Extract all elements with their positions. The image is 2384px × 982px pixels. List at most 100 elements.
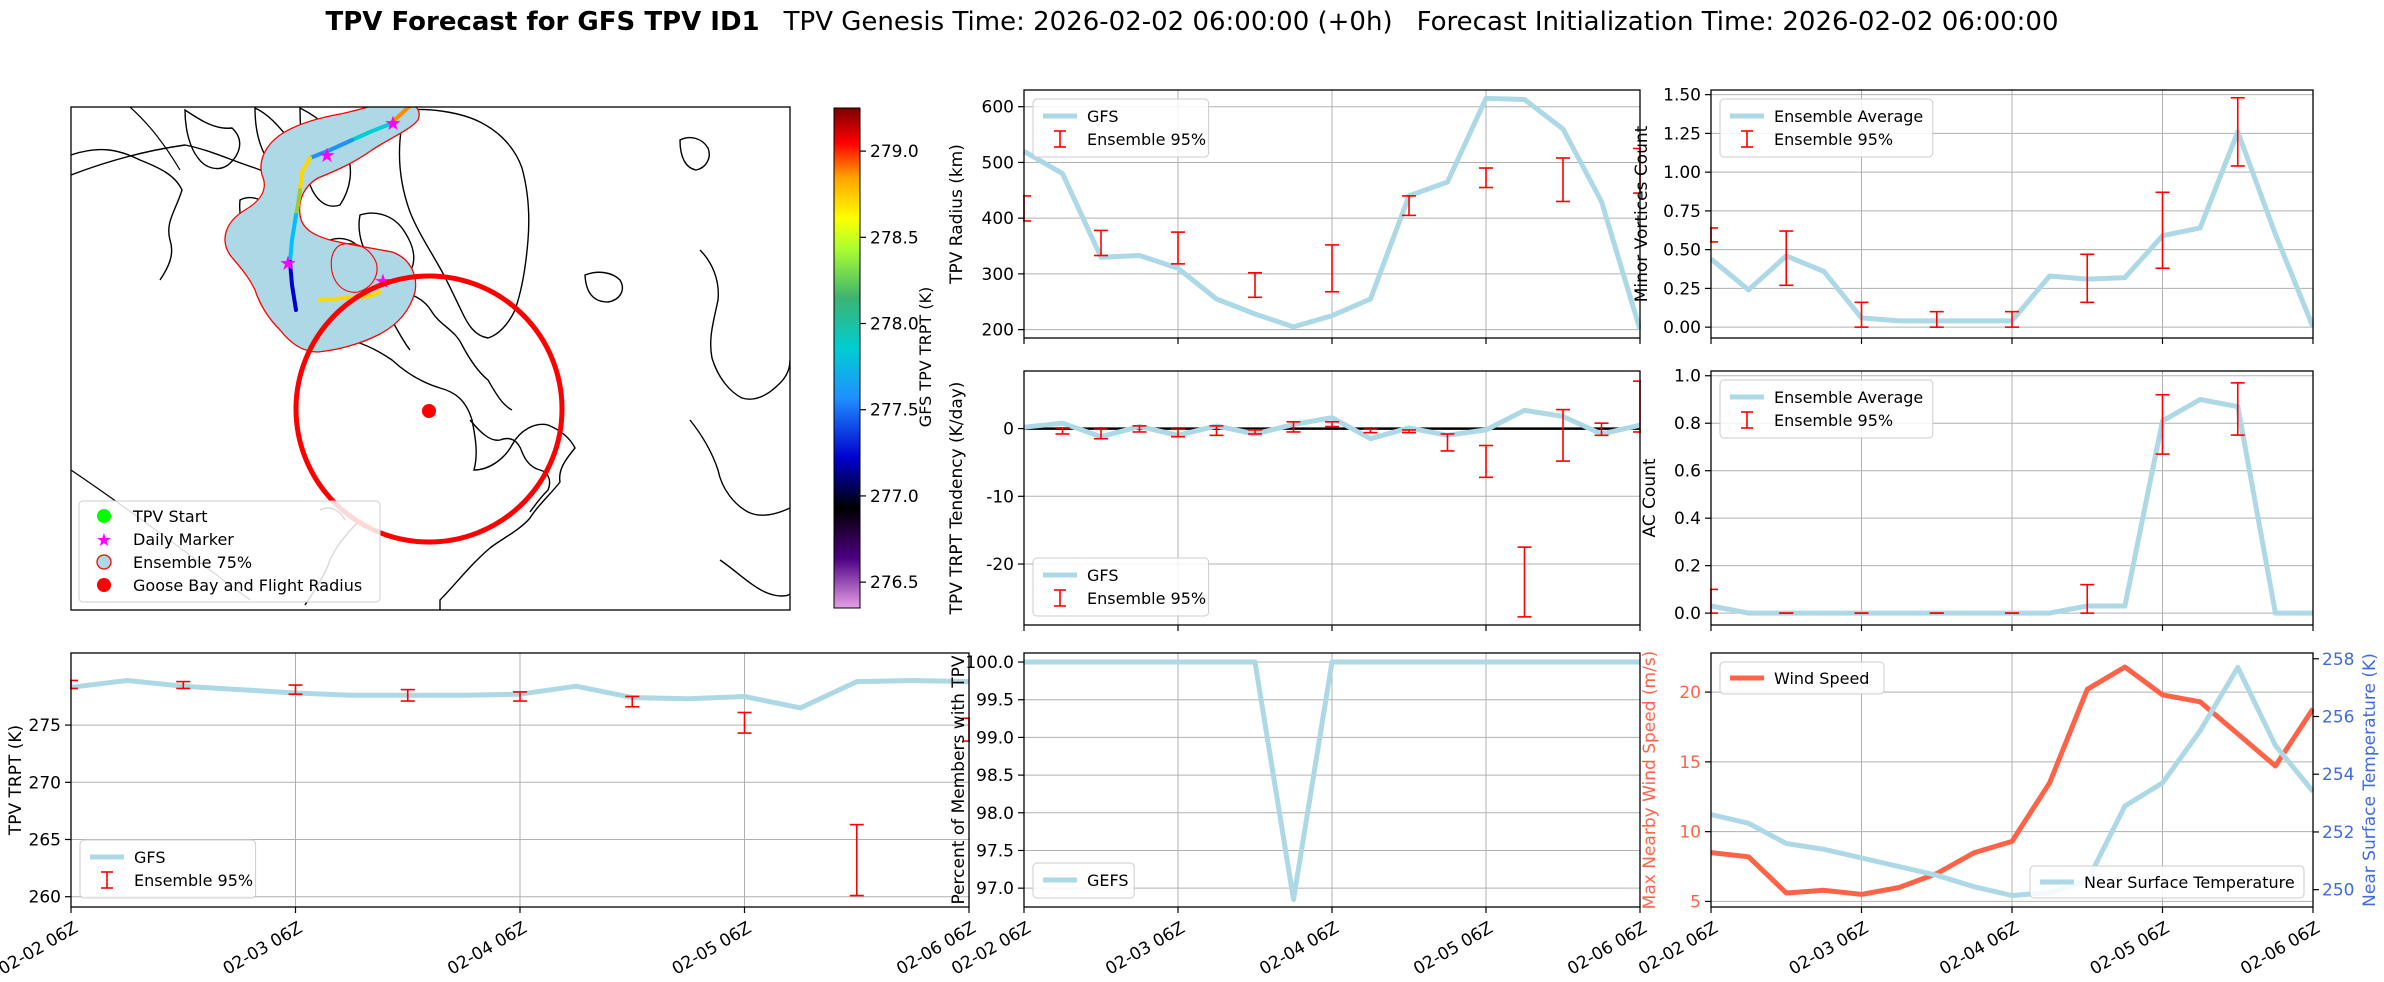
minor-ensemble-bar <box>1854 301 1869 328</box>
wind-legend-right: Near Surface Temperature <box>2029 865 2305 899</box>
daily-marker-2: ★ <box>318 143 336 167</box>
wind-legend-temp-label: Near Surface Temperature <box>2084 873 2295 892</box>
wind-ylabel-right: Near Surface Temperature (K) <box>2360 653 2380 907</box>
tendency-ylabel: TPV TRPT Tendency (K/day) <box>947 382 967 616</box>
wind-ytick-right-label: 258 <box>2322 650 2354 670</box>
trpt-plot-area <box>70 678 970 897</box>
wind-ytick-label: 15 <box>1679 753 1701 773</box>
legend-daily-marker-label: Daily Marker <box>133 530 234 549</box>
trpt-ensemble-bar <box>625 695 640 708</box>
wind-legend-left-box <box>1719 661 1885 695</box>
track-seg-7 <box>288 260 298 312</box>
radius-ytick-label: 300 <box>982 265 1014 285</box>
colorbar-tick-label: 277.0 <box>870 487 919 507</box>
minor-legend-label: Ensemble Average <box>1774 107 1923 126</box>
track-seg-2 <box>350 122 392 142</box>
radius-ytick-label: 200 <box>982 321 1014 341</box>
radius-ensemble-bar <box>1402 195 1416 217</box>
tendency-ensemble-bar <box>1209 425 1224 437</box>
goose-bay-radius <box>293 273 565 545</box>
minor-ytick-label: 0.25 <box>1663 279 1701 299</box>
coastline-east <box>469 419 551 513</box>
members-legend-box <box>1032 862 1135 899</box>
minor-ensemble-bar <box>2155 191 2170 270</box>
minor-legend: Ensemble Average Ensemble 95% <box>1719 98 1934 158</box>
minor-ytick-label: 1.50 <box>1663 86 1701 106</box>
tpv-track <box>288 107 412 312</box>
wind-xtick-label: 02-03 06Z <box>1786 918 1872 979</box>
radius-ensemble-bar <box>1171 231 1185 265</box>
tendency-ensemble-bar <box>1171 428 1185 438</box>
trpt-ensemble-bar <box>288 684 303 695</box>
goose-bay-point <box>422 404 436 418</box>
colorbar-ticks: 276.5 277.0 277.5 278.0 278.5 279.0 <box>860 142 919 593</box>
track-seg-6 <box>288 213 298 264</box>
ac-ytick-label: 0.2 <box>1674 557 1701 577</box>
wind-ytick-label: 10 <box>1679 823 1701 843</box>
radius-ensemble-bar <box>1325 244 1339 293</box>
tendency-series-gfs <box>1023 407 1641 442</box>
trpt-ensemble-bar <box>176 680 191 690</box>
tendency-legend: GFS Ensemble 95% <box>1032 557 1210 617</box>
members-xtick-label: 02-03 06Z <box>1102 918 1188 979</box>
ac-plot-area <box>1710 382 2314 616</box>
wind-ylabel: Max Nearby Wind Speed (m/s) <box>1640 651 1660 910</box>
wind-ytick-right-label: 254 <box>2322 765 2354 785</box>
daily-marker-1: ★ <box>384 111 402 135</box>
wind-xtick-label: 02-04 06Z <box>1936 918 2022 979</box>
chart-tpv-radius: 200 300 400 500 600 TPV Radius (km) GFS Ensembl… <box>947 89 1641 344</box>
chart-ac-count: 0.0 0.2 0.4 0.6 0.8 1.0 AC Count Ensemble Avera… <box>1640 367 2314 631</box>
colorbar-gradient <box>833 107 861 609</box>
track-seg-3 <box>308 138 354 160</box>
radius-legend-label: GFS <box>1087 107 1118 126</box>
wind-xtick-label: 02-02 06Z <box>1635 918 1721 979</box>
ac-ytick-label: 0.0 <box>1674 604 1701 624</box>
tendency-ensemble-bar <box>1286 420 1301 433</box>
map-panel: ★ ★ ★ ★ TPV Start ★ Daily Marker Ensembl… <box>70 106 935 611</box>
radius-ytick-label: 600 <box>982 98 1014 118</box>
members-xtick-label: 02-04 06Z <box>1256 918 1342 979</box>
ac-legend-label: Ensemble 95% <box>1774 411 1893 430</box>
tendency-ensemble-bar <box>1094 428 1108 440</box>
minor-ensemble-bar <box>1779 230 1794 287</box>
wind-ytick-right-label: 256 <box>2322 708 2354 728</box>
radius-ytick-label: 400 <box>982 209 1014 229</box>
trpt-xtick-label: 02-05 06Z <box>669 918 755 979</box>
tendency-legend-label: GFS <box>1087 566 1118 585</box>
ac-ensemble-bar <box>2230 382 2245 436</box>
radius-legend: GFS Ensemble 95% <box>1032 98 1210 158</box>
radius-ensemble-bar <box>1248 271 1262 299</box>
radius-ensemble-bar <box>1094 229 1108 257</box>
trpt-ylabel: TPV TRPT (K) <box>6 725 26 836</box>
wind-xtick-label: 02-05 06Z <box>2087 918 2173 979</box>
coastline-greenland <box>398 108 530 339</box>
colorbar: 276.5 277.0 277.5 278.0 278.5 279.0 GFS TPV T… <box>833 107 935 609</box>
members-legend-label: GEFS <box>1087 871 1129 890</box>
chart-trpt-tendency: -20 -10 0 TPV TRPT Tendency (K/day) GFS Ensem… <box>947 370 1641 631</box>
daily-marker-3: ★ <box>279 251 297 275</box>
colorbar-tick-label: 278.5 <box>870 228 919 248</box>
chart-wind-temperature: 5 10 15 20 250 252 254 256 258 Near Surface Tempe… <box>1635 650 2380 980</box>
coastline-arctic-islands-1 <box>184 108 241 170</box>
minor-ensemble-bar <box>2080 253 2095 304</box>
tendency-plot-area <box>1023 380 1641 618</box>
legend-tpv-start-label: TPV Start <box>132 507 208 526</box>
wind-ytick-label: 20 <box>1679 683 1701 703</box>
members-ytick-label: 99.5 <box>976 691 1014 711</box>
coastline-quebec <box>394 293 513 411</box>
tendency-ensemble-bar <box>1556 408 1570 462</box>
radius-ensemble-bar <box>1479 167 1493 189</box>
members-plot-area <box>1023 659 1641 902</box>
tendency-ensemble-bar <box>1363 428 1378 434</box>
suptitle-init: Forecast Initialization Time: 2026-02-02… <box>1417 7 2059 37</box>
tendency-ensemble-bar <box>1440 433 1455 452</box>
chart-minor-vortices: 0.00 0.25 0.50 0.75 1.00 1.25 1.50 Minor Vortic… <box>1632 86 2314 344</box>
tendency-ensemble-bar <box>1055 427 1070 435</box>
wind-legend-left: Wind Speed <box>1719 661 1885 695</box>
suptitle-genesis: TPV Genesis Time: 2026-02-02 06:00:00 (+… <box>783 7 1393 37</box>
ac-ensemble-bar <box>2155 393 2170 455</box>
ac-legend-box <box>1719 379 1934 439</box>
tendency-ytick-label: -10 <box>986 487 1014 507</box>
